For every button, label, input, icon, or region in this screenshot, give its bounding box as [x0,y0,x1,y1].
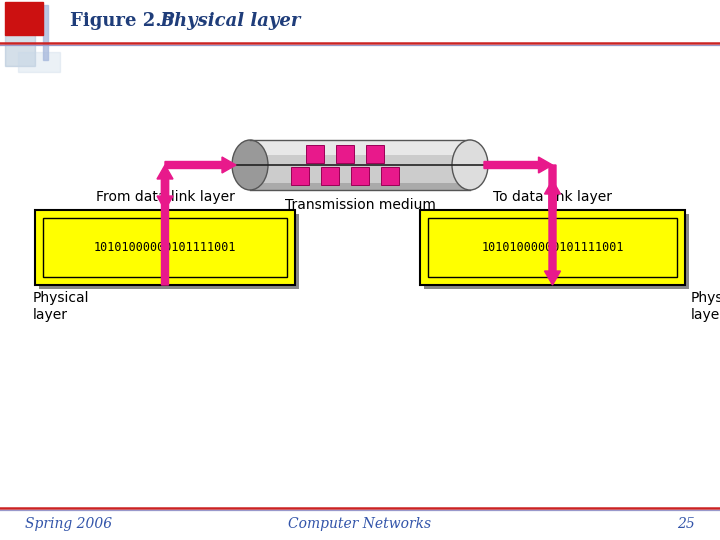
Text: Figure 2.5: Figure 2.5 [70,12,174,30]
Bar [428,218,677,277]
Bar [336,145,354,163]
FancyArrow shape [157,180,173,210]
FancyArrow shape [165,157,236,173]
Text: To data link layer: To data link layer [493,190,612,204]
Bar [18,52,60,72]
Bar [39,214,299,289]
FancyArrow shape [544,180,560,210]
Ellipse shape [232,140,268,190]
Bar [351,167,369,185]
Bar [250,140,470,155]
Bar [420,210,685,285]
Text: 10101000000101111001: 10101000000101111001 [481,241,624,254]
Text: Physical
layer: Physical layer [33,291,89,322]
Bar [5,34,35,66]
Bar [250,183,470,190]
Bar [5,2,43,35]
Bar [250,140,470,190]
Bar [381,167,399,185]
FancyArrow shape [157,165,173,285]
FancyArrow shape [544,165,560,285]
Text: Transmission medium: Transmission medium [284,198,436,212]
FancyArrow shape [484,157,552,173]
Bar [366,145,384,163]
Bar [35,210,295,285]
Bar [306,145,324,163]
Bar [321,167,339,185]
Bar [43,218,287,277]
Text: Physical
layer: Physical layer [691,291,720,322]
Bar [424,214,689,289]
Text: From data link layer: From data link layer [96,190,235,204]
Bar [43,5,48,60]
Ellipse shape [452,140,488,190]
Text: Computer Networks: Computer Networks [289,517,431,531]
Text: 25: 25 [678,517,695,531]
Text: Spring 2006: Spring 2006 [25,517,112,531]
Text: Physical layer: Physical layer [148,12,300,30]
Bar [291,167,309,185]
Text: 10101000000101111001: 10101000000101111001 [94,241,236,254]
